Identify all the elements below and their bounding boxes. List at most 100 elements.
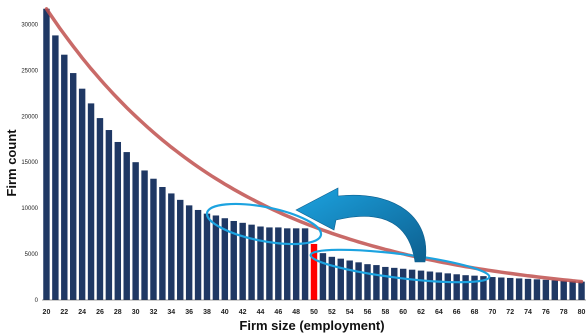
bar [355,262,362,300]
bar [257,226,264,300]
x-tick-label: 28 [114,309,122,316]
x-tick-label: 42 [239,309,247,316]
x-tick-label: 26 [96,309,104,316]
bar [498,277,505,300]
x-tick-label: 50 [310,309,318,316]
bar [132,162,139,300]
missing-mass-ellipse [309,248,491,284]
bar [524,278,532,300]
x-tick-label: 58 [381,309,389,316]
fitted-curve [44,7,584,284]
bar [462,275,469,300]
x-tick-label: 66 [453,309,461,316]
y-axis-title: Firm count [4,129,19,197]
bar [221,218,229,300]
bar [284,228,291,300]
bar [328,256,336,300]
bar [444,273,451,300]
x-tick-label: 80 [578,309,586,316]
x-tick-label: 70 [488,309,496,316]
bar [301,228,309,300]
x-tick-label: 46 [274,309,282,316]
x-tick-label: 30 [132,309,140,316]
bars [43,8,585,301]
bar [61,54,68,300]
x-tick-label: 68 [471,309,479,316]
bar [141,170,148,300]
y-tick-label: 5000 [25,252,39,258]
y-tick-label: 25000 [21,68,38,74]
x-tick-label: 72 [506,309,514,316]
y-tick-label: 0 [35,298,39,304]
bar [105,130,113,300]
y-tick-label: 15000 [21,160,38,166]
bar [248,224,255,300]
x-axis-ticks: 20 22 24 26 28 30 32 34 36 38 40 42 44 46 48 50 52 54 56 58… [43,309,586,316]
bar [194,209,202,300]
bar [489,277,496,300]
x-tick-label: 36 [185,309,193,316]
bar [373,265,380,300]
x-tick-label: 44 [257,309,265,316]
y-tick-label: 10000 [21,206,38,212]
bar [578,281,585,300]
bar [417,270,425,300]
x-tick-label: 74 [524,309,532,316]
x-tick-label: 38 [203,309,211,316]
bar [275,227,282,300]
bar [177,199,184,300]
x-tick-label: 78 [560,309,568,316]
bar [319,253,327,300]
x-tick-label: 22 [60,309,68,316]
y-tick-label: 20000 [21,114,38,120]
y-tick-label: 30000 [21,22,38,28]
bar [471,275,478,300]
x-tick-label: 54 [346,309,354,316]
bar [266,227,273,300]
bar [364,264,371,300]
bar [533,279,541,300]
bar [551,280,558,300]
bar [346,260,353,300]
bar [212,215,220,300]
bar [185,205,193,300]
bar [87,103,95,300]
bar [292,228,300,300]
x-tick-label: 64 [435,309,443,316]
x-tick-label: 40 [221,309,229,316]
bar [78,88,86,300]
bar [150,178,157,300]
bar [426,271,434,300]
bar [230,220,237,300]
y-axis-ticks: 0 5000 10000 15000 20000 25000 30000 [21,22,38,304]
bar [52,35,59,301]
bar [43,8,50,300]
bar [480,276,487,300]
bar [542,279,550,300]
bar [453,274,460,300]
bar [515,278,523,300]
x-tick-label: 48 [292,309,300,316]
x-tick-label: 24 [78,309,86,316]
bar [382,266,389,300]
bar [560,280,567,300]
x-axis-title: Firm size (employment) [239,318,384,333]
bar [96,118,104,301]
bar [391,267,398,300]
x-tick-label: 52 [328,309,336,316]
bar [408,269,416,300]
bar [399,268,407,300]
x-tick-label: 76 [542,309,550,316]
shift-arrow [295,187,427,263]
bar [203,213,211,300]
x-tick-label: 20 [43,309,51,316]
bar [435,272,443,300]
bunching-ellipse [205,202,323,246]
bar [239,222,246,300]
bar [506,277,514,300]
x-tick-label: 56 [364,309,372,316]
bar [114,141,122,300]
bar [569,281,576,300]
bar [168,193,175,300]
